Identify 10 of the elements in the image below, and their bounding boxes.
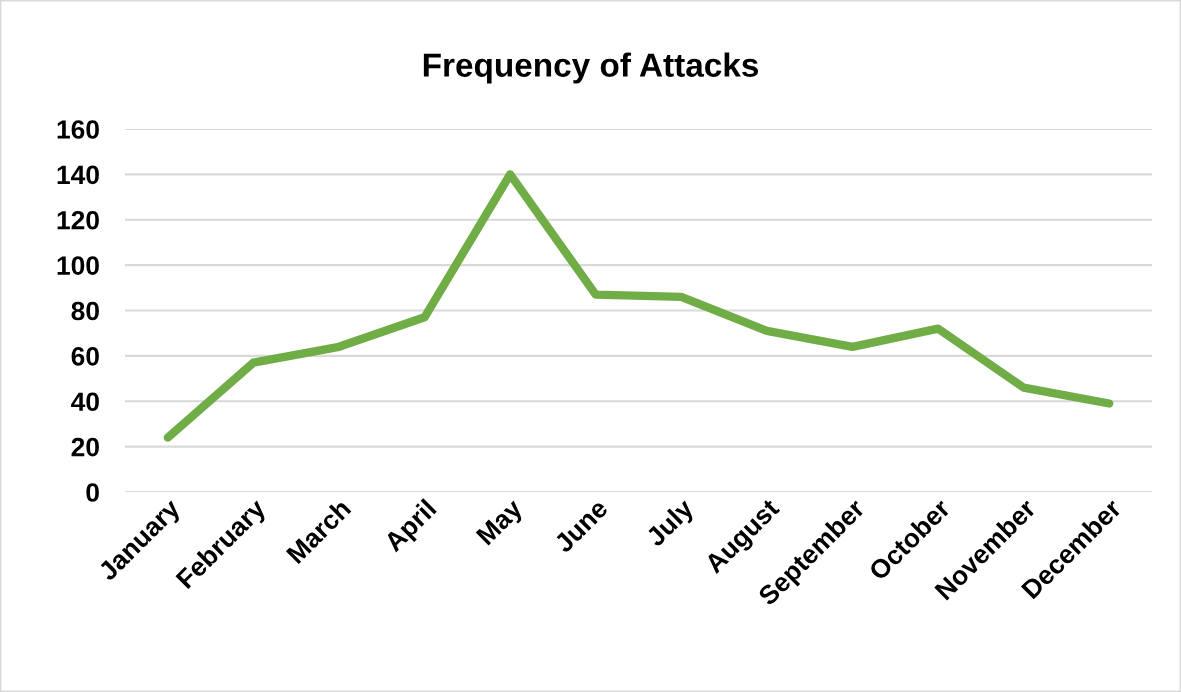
- chart-title: Frequency of Attacks: [423, 52, 759, 84]
- y-tick-label: 140: [57, 165, 99, 185]
- y-tick-label: 0: [86, 483, 99, 502]
- y-tick-label: 100: [57, 256, 99, 275]
- y-tick-label: 80: [71, 301, 99, 321]
- y-tick-label: 40: [71, 392, 99, 412]
- y-tick-label: 160: [57, 120, 99, 139]
- y-tick-label: 20: [71, 437, 99, 457]
- y-tick-label: 60: [71, 347, 99, 366]
- y-tick-label: 120: [57, 210, 99, 230]
